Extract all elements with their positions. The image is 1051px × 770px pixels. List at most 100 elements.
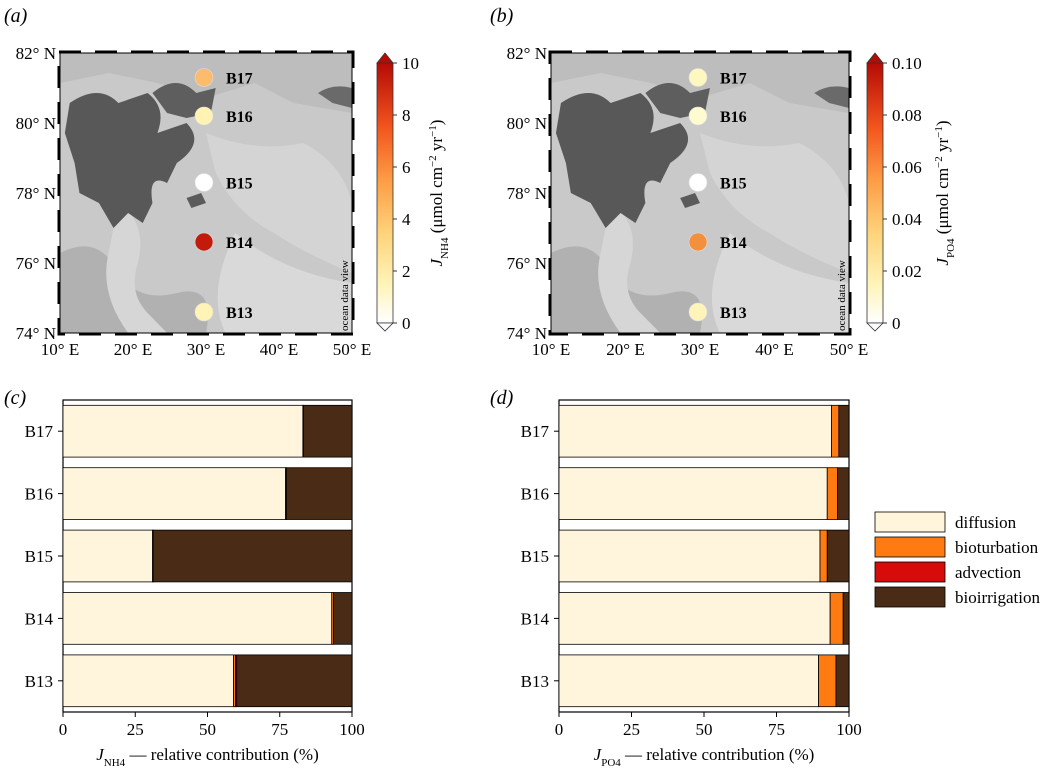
station-label-b17: B17 [720,71,747,88]
station-marker-b16 [688,106,708,126]
colorbar-tick-label: 0.10 [892,54,922,73]
legend: diffusion bioturbation advection bioirrigat… [874,511,1040,608]
station-label-b16: B16 [226,109,253,126]
lat-tick-label: 80° N [507,114,547,133]
x-axis-label-part: — relative contribution (%) [125,745,319,764]
colorbar-label-part: −2 [933,156,945,168]
bar-diffusion-b16 [558,467,828,520]
bar-bioirrigation-b15 [152,529,353,583]
x-tick-label: 75 [768,720,785,739]
y-tick-label: B17 [25,422,54,441]
lat-tick-label: 78° N [507,184,547,203]
lon-tick-label: 50° E [830,340,868,359]
bar-diffusion-b13 [62,654,234,708]
x-tick-label: 0 [59,720,68,739]
x-tick-label: 25 [623,720,640,739]
bar-diffusion-b14 [62,592,333,645]
x-axis-label-part: J [594,745,603,764]
station-label-b16: B16 [720,109,747,126]
y-tick-label: B14 [25,609,54,628]
y-tick-label: B15 [521,547,549,566]
panel-label-a: (a) [4,5,28,27]
station-marker-b15 [194,173,214,192]
station-label-b15: B15 [226,176,253,193]
x-axis-label: JNH4 — relative contribution (%) [96,745,319,769]
colorbar-tick-label: 2 [402,262,411,281]
legend-label-bioturbation: bioturbation [955,538,1039,557]
panel-label-c: (c) [4,387,27,409]
colorbar-label-part: PO4 [945,238,957,258]
y-tick-label: B16 [25,485,53,504]
x-axis-label: JPO4 — relative contribution (%) [594,745,815,769]
x-tick-label: 100 [339,720,365,739]
colorbar-tick-label: 0 [892,314,901,333]
y-tick-label: B13 [521,672,549,691]
lon-tick-label: 20° E [606,340,644,359]
lon-tick-label: 30° E [681,340,719,359]
lon-tick-label: 40° E [755,340,793,359]
bar-bioirrigation-b13 [835,654,850,708]
colorbar-label-part: yr [427,137,446,156]
legend-label-bioirrigation: bioirrigation [955,588,1040,607]
station-marker-b17 [688,68,708,87]
colorbar-label: JNH4 (μmol cm−2 yr−1) [427,120,451,267]
colorbar-tick-label: 8 [402,106,411,125]
colorbar-label-part: −1 [933,126,945,138]
colorbar-tick-label: 0.08 [892,106,922,125]
station-marker-b17 [194,68,214,87]
colorbar-label: JPO4 (μmol cm−2 yr−1) [933,120,957,265]
station-marker-b14 [688,232,708,252]
legend-label-diffusion: diffusion [955,513,1017,532]
bar-bioturbation-b16 [826,467,838,520]
lon-tick-label: 10° E [41,340,79,359]
x-tick-label: 50 [199,720,216,739]
legend-swatch-advection [874,561,946,583]
bar-diffusion-b14 [558,592,831,645]
lat-tick-label: 80° N [16,114,56,133]
bar-bioirrigation-b14 [333,592,353,645]
map-panel-b: 74° N 76° N 78° N 80° N 82° N 10° E 20° E 30° E… [507,44,957,359]
colorbar-label-part: (μmol cm [933,168,952,239]
colorbar [866,62,884,324]
bar-diffusion-b15 [62,529,153,583]
map-dash-border [57,50,355,336]
station-label-b13: B13 [720,305,747,322]
x-axis-label-part: J [96,745,105,764]
lon-tick-label: 20° E [114,340,152,359]
colorbar-label-part: yr [933,137,952,156]
lat-tick-label: 76° N [16,254,56,273]
x-axis-label-part: PO4 [601,757,621,769]
station-marker-b16 [194,106,214,126]
panel-label-b: (b) [490,5,514,27]
y-tick-label: B15 [25,547,53,566]
lon-tick-label: 10° E [532,340,570,359]
station-marker-b13 [194,302,214,322]
bar-diffusion-b13 [558,654,819,708]
colorbar-tick-label: 0.02 [892,262,922,281]
colorbar-top-arrow [376,52,394,64]
legend-swatch-diffusion [874,511,946,533]
colorbar-label-part: ) [933,120,952,126]
lat-tick-label: 82° N [507,44,547,63]
colorbar-label-part: NH4 [439,237,451,259]
lat-tick-label: 74° N [16,324,56,343]
bar-bioturbation-b15 [819,529,828,583]
bar-diffusion-b17 [558,404,833,458]
map-terrain [60,53,352,333]
colorbar-tick-label: 0.04 [892,210,922,229]
y-tick-label: B16 [521,485,549,504]
y-tick-label: B17 [521,422,550,441]
colorbar-tick-label: 6 [402,158,411,177]
colorbar-tick-label: 10 [402,54,419,73]
lat-tick-label: 76° N [507,254,547,273]
lon-tick-label: 50° E [333,340,371,359]
colorbar-bottom-arrow [866,322,884,332]
colorbar-tick-label: 0 [402,314,411,333]
station-label-b14: B14 [226,235,253,252]
station-marker-b13 [688,302,708,322]
odv-watermark: ocean data view [339,260,351,331]
panel-label-d: (d) [490,387,514,409]
x-tick-label: 100 [836,720,862,739]
bar-bioirrigation-b15 [826,529,850,583]
lon-tick-label: 30° E [187,340,225,359]
